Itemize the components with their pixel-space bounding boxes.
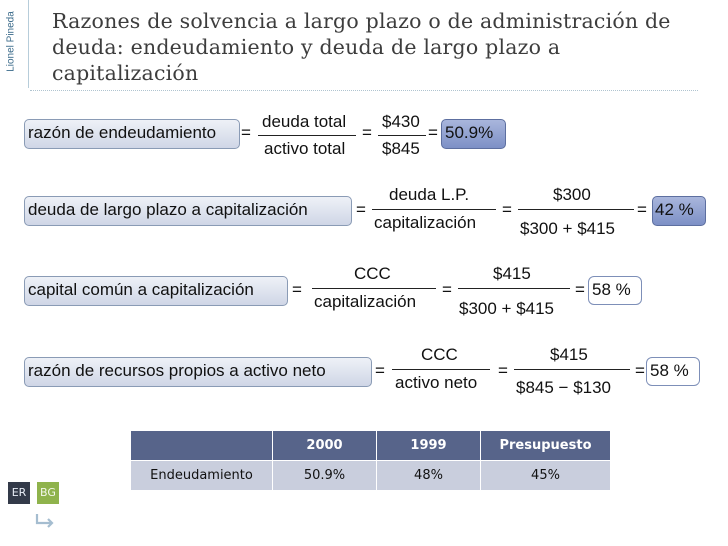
numerator-value: $415 bbox=[550, 345, 588, 364]
table-header-row: 2000 1999 Presupuesto bbox=[130, 430, 611, 461]
denominator: activo total bbox=[264, 139, 346, 158]
equals-sign: = bbox=[362, 123, 372, 142]
result-value: 58 % bbox=[592, 280, 631, 299]
equals-sign: = bbox=[375, 361, 385, 380]
equals-sign: = bbox=[575, 280, 585, 299]
numerator: deuda total bbox=[262, 112, 347, 131]
table-row: Endeudamiento 50.9% 48% 45% bbox=[130, 460, 611, 491]
denominator: capitalización bbox=[314, 292, 417, 311]
comparison-table: 2000 1999 Presupuesto Endeudamiento 50.9… bbox=[130, 430, 611, 491]
numerator-value: $300 bbox=[553, 185, 591, 204]
fraction-bar bbox=[458, 288, 570, 289]
numerator: deuda L.P. bbox=[389, 185, 470, 204]
equals-sign: = bbox=[502, 200, 512, 219]
denominator-value: $845 bbox=[382, 139, 420, 158]
table-header-cell: Presupuesto bbox=[480, 430, 611, 461]
title-divider bbox=[30, 90, 698, 91]
table-header-cell: 1999 bbox=[376, 430, 481, 461]
table-cell: 48% bbox=[376, 460, 481, 491]
denominator-value: $300 + $415 bbox=[520, 219, 616, 238]
slide-title: Razones de solvencia a largo plazo o de … bbox=[52, 9, 671, 85]
result-box bbox=[441, 119, 506, 149]
result-value: 42 % bbox=[655, 200, 694, 219]
table-header-cell bbox=[130, 430, 273, 461]
numerator-value: $415 bbox=[493, 264, 531, 283]
formula-label-box bbox=[24, 196, 352, 226]
fraction-bar bbox=[312, 288, 436, 289]
equals-sign: = bbox=[498, 361, 508, 380]
fraction-bar bbox=[378, 135, 426, 136]
bg-nav-button[interactable]: BG bbox=[37, 482, 59, 504]
formula-label: razón de recursos propios a activo neto bbox=[28, 361, 326, 380]
table-header-cell: 2000 bbox=[272, 430, 377, 461]
return-arrow-icon[interactable] bbox=[34, 512, 56, 533]
equals-sign: = bbox=[356, 200, 366, 219]
denominator: activo neto bbox=[395, 373, 478, 392]
fraction-bar bbox=[392, 369, 490, 370]
vertical-divider bbox=[28, 0, 29, 88]
equals-sign: = bbox=[635, 361, 645, 380]
result-box bbox=[588, 276, 642, 305]
equals-sign: = bbox=[428, 123, 438, 142]
result-box bbox=[652, 196, 706, 226]
equals-sign: = bbox=[637, 200, 647, 219]
table-cell: 45% bbox=[480, 460, 611, 491]
denominator-value: $845 − $130 bbox=[516, 378, 612, 397]
formula-label: razón de endeudamiento bbox=[28, 123, 217, 142]
equals-sign: = bbox=[241, 123, 251, 142]
equals-sign: = bbox=[292, 280, 302, 299]
table-cell: Endeudamiento bbox=[130, 460, 273, 491]
result-box bbox=[646, 357, 700, 386]
formula-label: deuda de largo plazo a capitalización bbox=[28, 200, 308, 219]
formula-label-box bbox=[24, 276, 288, 306]
numerator: CCC bbox=[354, 264, 391, 283]
denominator-value: $300 + $415 bbox=[459, 299, 555, 318]
numerator-value: $430 bbox=[382, 112, 420, 131]
er-nav-button[interactable]: ER bbox=[8, 482, 30, 504]
fraction-bar bbox=[258, 135, 356, 136]
formula-label-box bbox=[24, 357, 372, 387]
fraction-bar bbox=[514, 369, 630, 370]
equals-sign: = bbox=[442, 280, 452, 299]
result-value: 50.9% bbox=[445, 123, 494, 142]
fraction-bar bbox=[372, 209, 496, 210]
result-value: 58 % bbox=[650, 361, 689, 380]
author-label: Lionel Pineda bbox=[5, 11, 17, 72]
formula-label: capital común a capitalización bbox=[28, 280, 254, 299]
table-cell: 50.9% bbox=[272, 460, 377, 491]
fraction-bar bbox=[518, 209, 634, 210]
formula-label-box bbox=[24, 119, 240, 149]
numerator: CCC bbox=[421, 345, 458, 364]
denominator: capitalización bbox=[374, 213, 477, 232]
